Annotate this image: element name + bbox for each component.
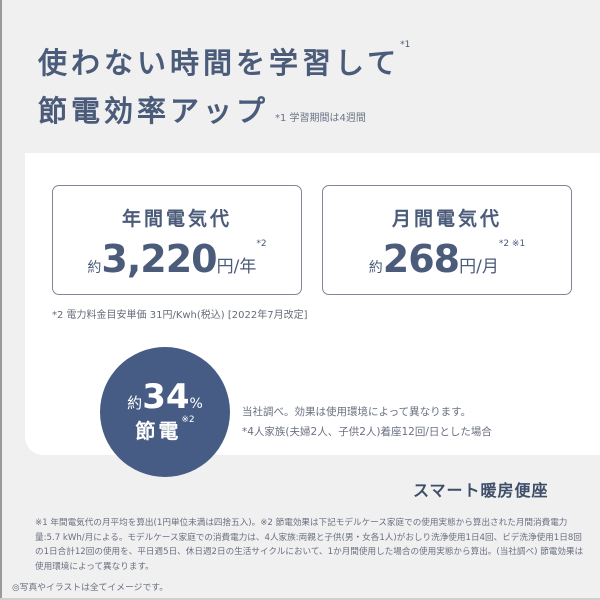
annual-cost-card: 年間電気代 約3,220円/年 *2 (52, 185, 302, 295)
footnote-mark: ※2 (181, 415, 195, 425)
prefix: 約 (127, 394, 143, 412)
card-value: 約268円/月 *2 ※1 (323, 237, 571, 281)
saving-label: 節電 (135, 419, 182, 443)
headline-text: 節電効率アップ (38, 94, 270, 128)
image-disclaimer: ◎写真やイラストは全てイメージです。 (12, 583, 168, 593)
footnote: ※1 年間電気代の月平均を算出(1円単位未満は四捨五入)。※2 節電効果は下記モ… (35, 518, 584, 572)
headline-line1: 使わない時間を学習して*1 (38, 40, 410, 82)
monthly-cost-card: 月間電気代 約268円/月 *2 ※1 (322, 185, 572, 295)
left-border (0, 0, 2, 600)
card-title: 年間電気代 (121, 208, 232, 230)
card-value: 約3,220円/年 *2 (53, 237, 301, 281)
unit: % (189, 396, 203, 412)
headline-line2: 節電効率アップ *1 学習期間は4週間 (38, 88, 366, 130)
headline-text: 使わない時間を学習して (38, 46, 401, 80)
amount: 3,220 (101, 237, 217, 281)
prefix: 約 (368, 260, 383, 276)
amount: 268 (382, 237, 460, 281)
saving-note: 当社調べ。効果は使用環境によって異なります。 (242, 406, 472, 418)
learning-period-note: *1 学習期間は4週間 (275, 113, 366, 124)
unit: 円/年 (216, 257, 257, 277)
card-title: 月間電気代 (391, 208, 502, 230)
unit: 円/月 (459, 257, 499, 277)
prefix: 約 (87, 260, 102, 276)
saving-percent: 34 (142, 377, 190, 417)
footnote-mark: *2 ※1 (498, 239, 526, 249)
saving-note: *4人家族(夫婦2人、子供2人)着座12回/日とした場合 (242, 426, 492, 438)
saving-badge: 約34% 節電※2 (100, 347, 230, 477)
footnote-mark: *2 (256, 239, 267, 249)
product-name: スマート暖房便座 (413, 481, 549, 500)
price-note: *2 電力料金目安単価 31円/Kwh(税込) [2022年7月改定] (52, 310, 308, 321)
footnote-mark: *1 (400, 40, 411, 50)
bottom-border (0, 598, 600, 600)
